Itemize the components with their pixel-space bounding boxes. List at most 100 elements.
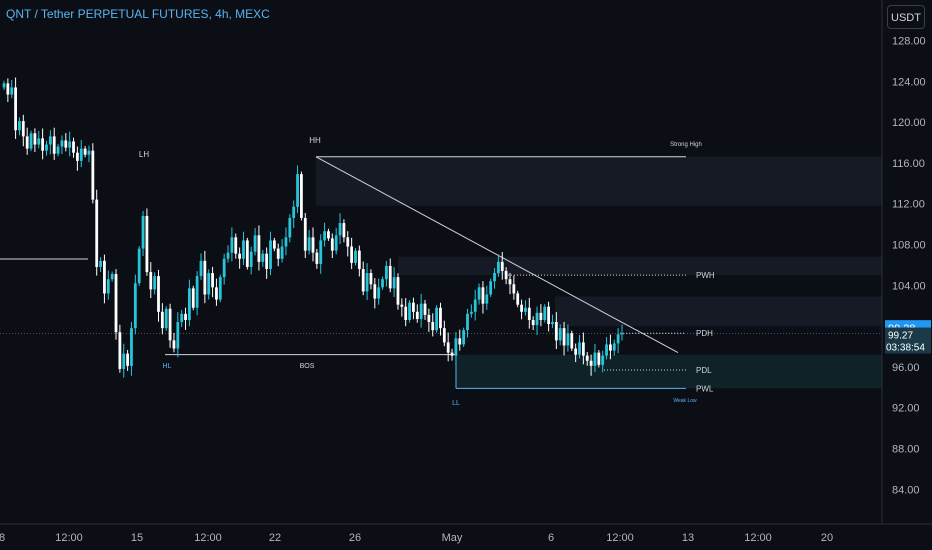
candle-body	[284, 237, 288, 247]
candle-body	[404, 306, 408, 320]
candle-body	[72, 141, 75, 153]
candle-body	[520, 304, 523, 312]
candle-body	[396, 277, 400, 305]
downtrend-line	[315, 156, 679, 354]
level-label: PDL	[696, 366, 712, 375]
candle-body	[330, 238, 334, 251]
price-tick-label: 104.00	[892, 280, 926, 292]
candle-body	[91, 150, 95, 200]
candle-body	[323, 231, 326, 241]
candle-body	[21, 121, 25, 137]
candle-body	[245, 240, 249, 267]
candlesticks	[2, 77, 624, 378]
candle-body	[261, 253, 265, 262]
time-tick-label: 6	[548, 532, 554, 544]
candle-body	[593, 352, 597, 366]
candle-body	[153, 276, 157, 290]
candle-body	[578, 342, 581, 355]
close-price-text: 99.27	[888, 331, 913, 342]
candle-body	[300, 174, 303, 218]
price-tick-label: 124.00	[892, 76, 926, 88]
candle-body	[172, 340, 176, 349]
candle-body	[14, 87, 17, 131]
candle-body	[48, 136, 52, 145]
candle-body	[535, 312, 539, 326]
price-tick-label: 116.00	[892, 158, 925, 170]
price-tick-label: 120.00	[892, 117, 926, 129]
candle-body	[95, 199, 99, 267]
candle-body	[145, 215, 149, 273]
time-tick-label: May	[442, 532, 463, 544]
candle-body	[203, 260, 207, 295]
time-tick-label: 13	[682, 532, 694, 544]
candle-body	[191, 288, 195, 308]
candle-body	[446, 342, 450, 353]
candle-body	[504, 271, 508, 280]
currency-button[interactable]: USDT	[887, 5, 925, 29]
candle-body	[45, 144, 48, 151]
candle-body	[87, 150, 91, 155]
candle-body	[435, 307, 438, 331]
candle-body	[168, 308, 172, 341]
candle-body	[581, 342, 585, 356]
candle-body	[392, 277, 396, 289]
candle-body	[346, 237, 350, 247]
candle-body	[68, 141, 72, 148]
candle-body	[230, 237, 234, 253]
candle-body	[242, 240, 245, 259]
candle-body	[319, 240, 323, 264]
candle-body	[106, 279, 110, 294]
candle-body	[609, 344, 612, 351]
candle-body	[296, 174, 299, 207]
candle-body	[605, 344, 608, 356]
candle-body	[373, 284, 377, 299]
candle-body	[83, 148, 87, 155]
time-tick-label: 26	[349, 532, 361, 544]
candle-body	[29, 133, 33, 149]
annotation-label: Weak Low	[673, 398, 697, 404]
candle-body	[276, 248, 280, 259]
candle-body	[184, 313, 187, 320]
candle-body	[292, 206, 296, 218]
candle-body	[160, 311, 164, 329]
candle-body	[612, 343, 616, 351]
candle-body	[462, 330, 466, 345]
candle-body	[508, 279, 512, 285]
time-axis[interactable]: 8 12:00 15 12:00 22 26 May 6 12:00 13 12:00 20	[0, 523, 932, 544]
candle-body	[388, 265, 392, 289]
candle-body	[110, 274, 114, 280]
candle-body	[547, 306, 551, 325]
time-tick-label: 12:00	[606, 532, 634, 544]
candle-body	[489, 281, 493, 295]
candle-body	[458, 338, 462, 345]
candle-body	[423, 303, 427, 315]
price-tick-label: 88.00	[892, 444, 920, 456]
candle-body	[149, 272, 153, 290]
candle-body	[103, 260, 106, 294]
candle-body	[400, 304, 404, 307]
candle-body	[272, 240, 276, 249]
candle-body	[493, 273, 496, 282]
candle-body	[554, 322, 558, 341]
price-tick-label: 128.00	[892, 36, 926, 48]
candle-body	[75, 152, 79, 161]
candle-body	[450, 352, 454, 356]
candle-body	[361, 268, 365, 292]
candle-body	[253, 235, 257, 252]
candle-body	[512, 284, 516, 294]
time-tick-label: 20	[821, 532, 833, 544]
candle-body	[412, 302, 415, 312]
candle-body	[249, 251, 253, 267]
candle-body	[334, 235, 338, 251]
candle-body	[485, 294, 489, 304]
candle-body	[52, 136, 56, 154]
time-tick-label: 12:00	[55, 532, 83, 544]
candle-body	[37, 138, 41, 145]
price-zone	[398, 256, 882, 276]
candle-body	[597, 352, 601, 365]
candle-body	[566, 333, 570, 346]
chart-title: QNT / Tether PERPETUAL FUTURES, 4h, MEXC	[6, 7, 270, 21]
level-label: PDH	[696, 329, 713, 338]
